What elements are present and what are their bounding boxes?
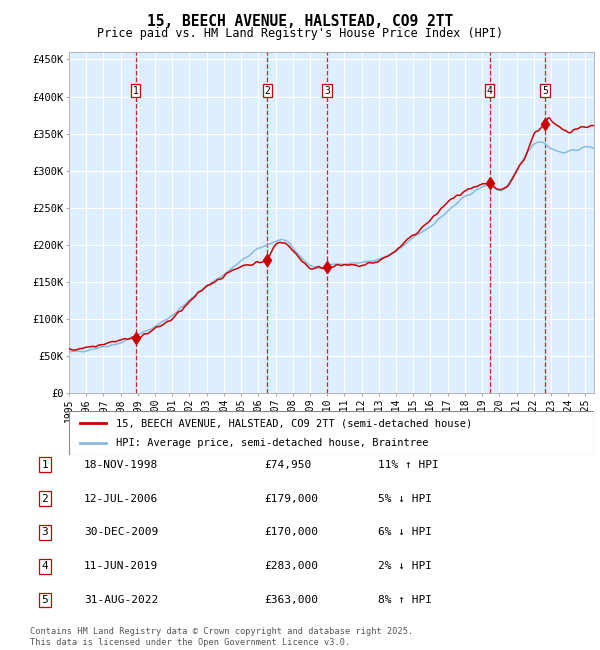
Text: £283,000: £283,000 bbox=[264, 561, 318, 571]
Text: £363,000: £363,000 bbox=[264, 595, 318, 605]
Text: 2: 2 bbox=[41, 493, 49, 504]
Text: 31-AUG-2022: 31-AUG-2022 bbox=[84, 595, 158, 605]
Text: 5: 5 bbox=[41, 595, 49, 605]
Text: 1: 1 bbox=[41, 460, 49, 470]
Text: HPI: Average price, semi-detached house, Braintree: HPI: Average price, semi-detached house,… bbox=[116, 437, 429, 448]
Text: Price paid vs. HM Land Registry's House Price Index (HPI): Price paid vs. HM Land Registry's House … bbox=[97, 27, 503, 40]
Text: 15, BEECH AVENUE, HALSTEAD, CO9 2TT: 15, BEECH AVENUE, HALSTEAD, CO9 2TT bbox=[147, 14, 453, 29]
Text: 30-DEC-2009: 30-DEC-2009 bbox=[84, 527, 158, 538]
Text: 11% ↑ HPI: 11% ↑ HPI bbox=[378, 460, 439, 470]
Text: 12-JUL-2006: 12-JUL-2006 bbox=[84, 493, 158, 504]
Text: £179,000: £179,000 bbox=[264, 493, 318, 504]
Text: Contains HM Land Registry data © Crown copyright and database right 2025.
This d: Contains HM Land Registry data © Crown c… bbox=[30, 627, 413, 647]
Text: 6% ↓ HPI: 6% ↓ HPI bbox=[378, 527, 432, 538]
Text: 5% ↓ HPI: 5% ↓ HPI bbox=[378, 493, 432, 504]
Text: 18-NOV-1998: 18-NOV-1998 bbox=[84, 460, 158, 470]
Text: 2: 2 bbox=[265, 86, 271, 96]
Text: 2% ↓ HPI: 2% ↓ HPI bbox=[378, 561, 432, 571]
Text: 15, BEECH AVENUE, HALSTEAD, CO9 2TT (semi-detached house): 15, BEECH AVENUE, HALSTEAD, CO9 2TT (sem… bbox=[116, 418, 473, 428]
Text: 8% ↑ HPI: 8% ↑ HPI bbox=[378, 595, 432, 605]
Text: 11-JUN-2019: 11-JUN-2019 bbox=[84, 561, 158, 571]
Text: 3: 3 bbox=[41, 527, 49, 538]
Text: 4: 4 bbox=[41, 561, 49, 571]
Text: £170,000: £170,000 bbox=[264, 527, 318, 538]
Text: 3: 3 bbox=[324, 86, 330, 96]
Text: 5: 5 bbox=[542, 86, 548, 96]
Text: 1: 1 bbox=[133, 86, 139, 96]
Text: £74,950: £74,950 bbox=[264, 460, 311, 470]
Text: 4: 4 bbox=[487, 86, 493, 96]
